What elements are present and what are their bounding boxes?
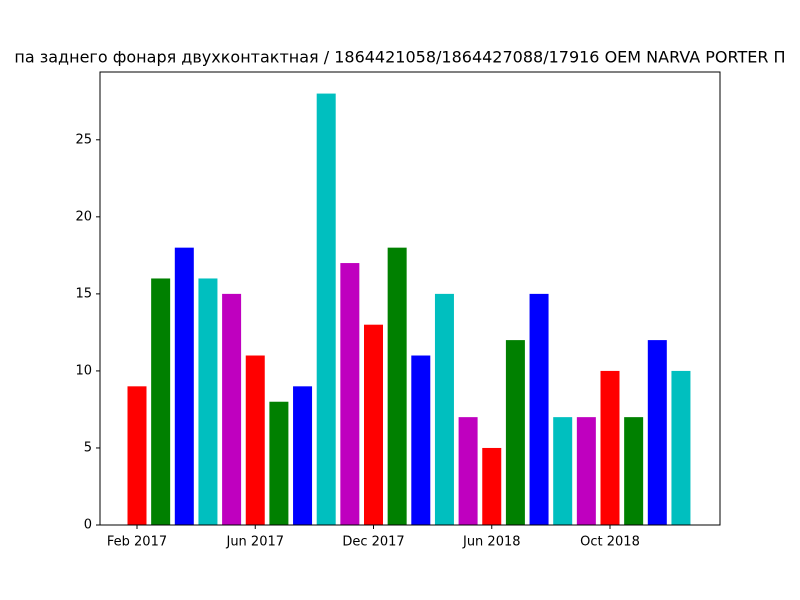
bar xyxy=(316,93,336,526)
bar xyxy=(482,447,502,525)
bar xyxy=(529,293,549,525)
x-tick-label: Oct 2018 xyxy=(580,535,640,550)
bar xyxy=(576,417,596,525)
x-tick-label: Feb 2017 xyxy=(107,535,167,550)
x-tick-label: Dec 2017 xyxy=(342,535,404,550)
bar xyxy=(387,247,407,525)
bar xyxy=(671,370,691,525)
x-tick-label: Jun 2018 xyxy=(462,535,521,550)
bar xyxy=(505,340,525,525)
chart-title: па заднего фонаря двухконтактная / 18644… xyxy=(14,48,785,67)
bar xyxy=(198,278,218,525)
bar xyxy=(600,370,620,525)
y-tick-label: 15 xyxy=(75,286,92,301)
plot-frame xyxy=(99,71,721,526)
bar xyxy=(245,355,265,525)
bar xyxy=(127,386,147,525)
bar xyxy=(364,324,383,525)
bar xyxy=(222,293,242,525)
bar xyxy=(411,355,431,525)
bar xyxy=(340,263,360,525)
bar xyxy=(269,401,289,525)
bar xyxy=(151,278,171,525)
bar xyxy=(624,417,644,525)
bar xyxy=(174,247,194,525)
bar xyxy=(458,417,478,525)
bar xyxy=(647,340,667,525)
y-tick-label: 20 xyxy=(75,209,92,224)
x-tick-label: Jun 2017 xyxy=(225,535,284,550)
bar xyxy=(434,293,454,525)
y-tick-label: 10 xyxy=(75,363,92,378)
y-tick-label: 25 xyxy=(75,132,92,147)
bar xyxy=(553,417,573,525)
y-tick-label: 0 xyxy=(84,518,92,533)
y-tick-label: 5 xyxy=(84,440,92,455)
bar xyxy=(293,386,313,525)
